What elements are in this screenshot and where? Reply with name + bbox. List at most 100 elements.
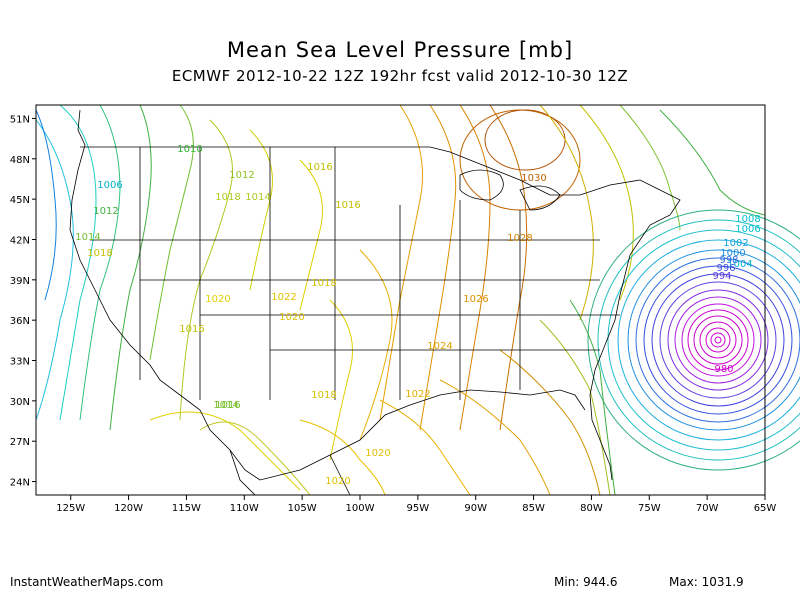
lat-tick-label: 42N	[10, 235, 30, 246]
lon-tick-label: 75W	[638, 503, 661, 514]
isobar-line	[597, 219, 800, 461]
latitude-axis: 51N 48N 45N 42N 39N 36N 33N 30N 27N 24N	[10, 114, 36, 489]
contour-label: 1020	[365, 448, 390, 459]
contour-label: 1018	[215, 192, 240, 203]
contour-label: 1016	[215, 400, 240, 411]
isobar-line	[569, 299, 616, 496]
contour-label: 996	[716, 263, 735, 274]
isobar-line	[489, 104, 528, 431]
coastline	[69, 109, 161, 381]
isobar-line	[199, 421, 311, 496]
contour-label: 1006	[735, 224, 760, 235]
isobar-line	[379, 104, 423, 421]
contour-label: 1024	[427, 341, 452, 352]
isobar-line	[659, 109, 766, 216]
isobar-line	[627, 249, 800, 431]
contour-label: 1022	[405, 389, 430, 400]
isobar-line	[687, 309, 749, 371]
isobar-line	[484, 109, 566, 171]
lon-tick-label: 95W	[407, 503, 430, 514]
isobar-line	[587, 209, 800, 471]
isobar-line	[109, 104, 152, 431]
contour-label: 1020	[279, 312, 304, 323]
isobar-line	[59, 104, 97, 421]
contour-label: 1014	[213, 400, 238, 411]
contour-label: 1028	[507, 233, 532, 244]
contour-label: 1000	[720, 248, 745, 259]
contour-label: 1012	[93, 206, 118, 217]
boundaries	[69, 109, 681, 496]
site-credit: InstantWeatherMaps.com	[10, 575, 164, 589]
coastline	[550, 179, 681, 481]
isobar-line	[659, 281, 777, 399]
contour-label: 1014	[75, 232, 100, 243]
lat-tick-label: 27N	[10, 437, 30, 448]
isobar-line	[299, 419, 386, 496]
max-value: Max: 1031.9	[669, 575, 744, 589]
isobar-line	[419, 104, 457, 431]
isobar-line	[459, 104, 491, 431]
lon-tick-label: 70W	[696, 503, 719, 514]
isobar-line	[617, 239, 800, 441]
isobar-line	[539, 104, 594, 321]
contour-label: 1002	[723, 238, 748, 249]
isobar-line	[35, 119, 74, 421]
contour-label: 1012	[229, 170, 254, 181]
lat-tick-label: 30N	[10, 397, 30, 408]
contour-label: 1016	[307, 162, 332, 173]
lon-tick-label: 110W	[230, 503, 259, 514]
lon-tick-label: 100W	[346, 503, 375, 514]
lon-tick-label: 125W	[56, 503, 85, 514]
isobar-line	[579, 104, 634, 301]
chart-subtitle: ECMWF 2012-10-22 12Z 192hr fcst valid 20…	[171, 67, 629, 85]
coastline	[159, 379, 586, 481]
contour-label: 1020	[205, 294, 230, 305]
contour-label: 1030	[521, 173, 546, 184]
coastline	[329, 454, 351, 496]
isobar-line	[710, 332, 726, 348]
contour-label: 1016	[335, 200, 360, 211]
isobar-line	[249, 129, 273, 291]
isobar-line	[714, 336, 722, 344]
lon-tick-label: 115W	[172, 503, 201, 514]
lon-tick-label: 105W	[288, 503, 317, 514]
contour-label: 1022	[271, 292, 296, 303]
contour-label: 1014	[245, 192, 270, 203]
lat-tick-label: 48N	[10, 155, 30, 166]
contour-label: 998	[719, 255, 738, 266]
contour-label: 1006	[97, 180, 122, 191]
contour-label: 980	[714, 364, 733, 375]
isobar-line	[699, 321, 737, 359]
lat-tick-label: 51N	[10, 114, 30, 125]
chart-title: Mean Sea Level Pressure [mb]	[226, 38, 574, 62]
isobar-line	[643, 265, 793, 415]
isobar-line	[619, 104, 681, 231]
isobar-line	[149, 411, 301, 491]
isobar-line	[693, 315, 743, 365]
isobar-line	[149, 104, 194, 361]
lon-tick-label: 85W	[522, 503, 545, 514]
lon-tick-label: 120W	[114, 503, 143, 514]
isobar-line	[35, 109, 57, 301]
contour-label: 1018	[311, 278, 336, 289]
contour-label: 1008	[735, 214, 760, 225]
isobar-line	[607, 229, 800, 451]
isobar-line	[79, 104, 121, 421]
map-frame	[35, 104, 766, 496]
isobar-line	[499, 349, 601, 496]
lat-tick-label: 33N	[10, 357, 30, 368]
contour-label: 1018	[87, 248, 112, 259]
isobar-line	[439, 379, 551, 496]
lon-tick-label: 65W	[754, 503, 777, 514]
lat-tick-label: 45N	[10, 195, 30, 206]
lat-tick-label: 24N	[10, 478, 30, 489]
contour-label: 1004	[727, 259, 752, 270]
coastline	[229, 449, 256, 496]
contour-label: 994	[712, 271, 731, 282]
contour-labels: 1010101210161014101810161006101210141018…	[75, 144, 760, 487]
isobar-line	[329, 299, 353, 461]
lon-tick-label: 80W	[580, 503, 603, 514]
isobar-line	[299, 159, 323, 311]
isobar-line	[179, 119, 233, 421]
coastline	[459, 169, 504, 201]
